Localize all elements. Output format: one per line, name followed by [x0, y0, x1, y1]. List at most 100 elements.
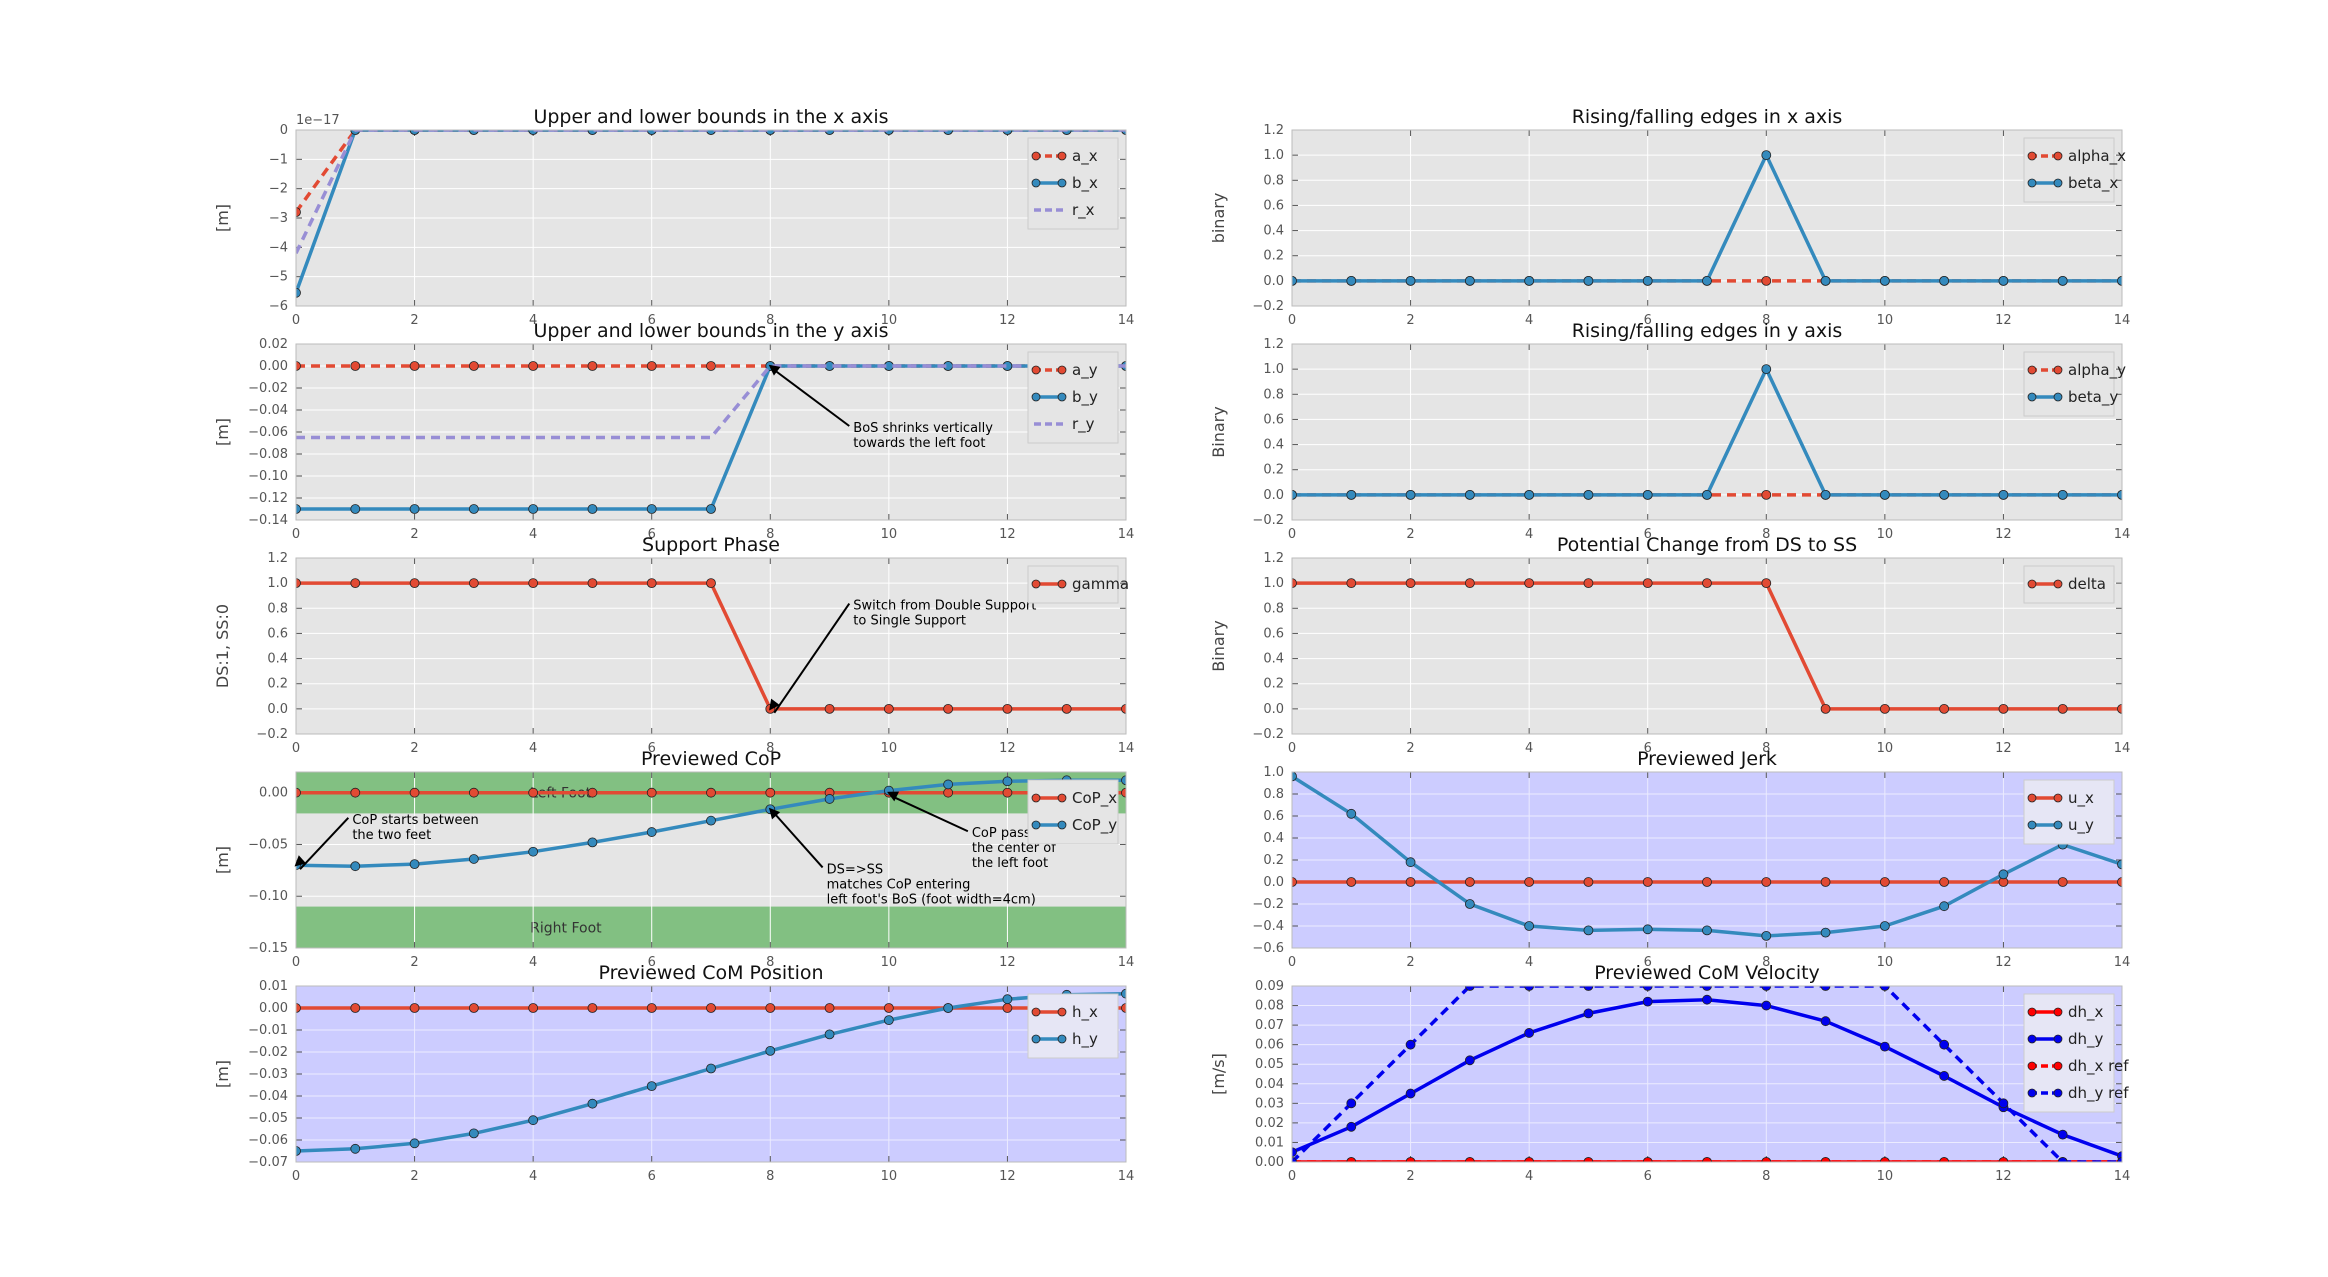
plot-frame — [295, 129, 1127, 307]
x-tick-label: 8 — [766, 1169, 774, 1184]
legend: delta — [2023, 565, 2115, 604]
plot-area — [1292, 364, 2122, 500]
legend-label: beta_x — [2068, 174, 2118, 193]
y-tick-label: 1.0 — [1263, 362, 1284, 377]
data-point — [1939, 275, 1950, 286]
data-point — [1002, 994, 1013, 1005]
annotation-text: BoS shrinks vertically towards the left f… — [853, 421, 993, 451]
data-point — [1998, 869, 2009, 880]
y-tick-label: 0.2 — [1263, 853, 1284, 868]
x-tick-label: 12 — [999, 313, 1016, 328]
x-tick-label: 6 — [1644, 313, 1652, 328]
data-point — [528, 361, 539, 371]
x-tick-label: 4 — [1525, 527, 1533, 542]
x-tick-label: 12 — [1995, 955, 2012, 970]
x-tick-label: 4 — [529, 741, 537, 756]
data-point — [706, 787, 716, 798]
data-point — [409, 504, 420, 514]
data-point — [1702, 925, 1712, 936]
chart-title: Upper and lower bounds in the y axis — [533, 320, 888, 342]
legend-marker — [2027, 820, 2037, 830]
legend: u_x u_y — [2023, 779, 2115, 845]
y-tick-label: −3 — [269, 211, 288, 226]
legend-marker — [1057, 579, 1067, 589]
y-tick-label: 0.4 — [267, 652, 288, 667]
y-tick-label: 0.6 — [1263, 626, 1284, 641]
y-tick-label: 0.6 — [267, 626, 288, 641]
legend-label: dh_x — [2068, 1003, 2104, 1022]
y-tick-label: −0.2 — [256, 727, 288, 742]
y-tick-label: 0 — [280, 123, 288, 138]
data-point — [468, 854, 479, 864]
data-point — [1121, 1003, 1126, 1013]
legend: CoP_x CoP_y — [1027, 779, 1119, 845]
data-point — [824, 1003, 835, 1013]
annotation-line: the center of — [972, 841, 1056, 856]
data-point — [1524, 986, 1535, 991]
plot-area — [1292, 986, 2122, 1162]
x-tick-label: 8 — [766, 313, 774, 328]
data-point — [1524, 1028, 1535, 1038]
data-point — [1820, 927, 1831, 938]
y-tick-label: 0.06 — [1255, 1038, 1284, 1053]
chart-title: Rising/falling edges in x axis — [1572, 106, 1843, 128]
legend: h_x h_y — [1027, 993, 1119, 1059]
annotation-line: BoS shrinks vertically — [853, 421, 993, 436]
x-tick-label: 8 — [1762, 1169, 1770, 1184]
legend-marker — [1031, 392, 1041, 402]
legend: a_y b_y r_y — [1027, 351, 1119, 444]
chart-3: 0 2 4 6 8 10 12 14 −0.2 0.0 0.2 0.4 0.6 0.8 1.0 1.2 Supp… — [213, 534, 1134, 756]
y-tick-label: −0.02 — [248, 381, 288, 396]
y-tick-label: 0.02 — [1255, 1116, 1284, 1131]
y-tick-label: −0.06 — [248, 425, 288, 440]
y-tick-label: 1.2 — [1263, 337, 1284, 352]
data-point — [1820, 986, 1831, 991]
x-tick-label: 10 — [1877, 1169, 1894, 1184]
y-tick-label: 0.01 — [1255, 1135, 1284, 1150]
x-tick-label: 12 — [1995, 741, 2012, 756]
x-tick-label: 6 — [648, 955, 656, 970]
y-tick-label: 0.0 — [1263, 875, 1284, 890]
annotation-arrow — [773, 369, 850, 427]
y-tick-label: 0.8 — [267, 601, 288, 616]
data-point — [2117, 275, 2122, 286]
data-point — [2057, 1157, 2068, 1162]
data-point — [1761, 1000, 1772, 1011]
x-tick-label: 14 — [1118, 955, 1135, 970]
data-point — [1061, 703, 1072, 714]
data-point — [1702, 994, 1712, 1005]
plot-area — [296, 988, 1126, 1156]
data-point — [1879, 275, 1890, 286]
data-point — [350, 578, 361, 589]
annotation-text: Switch from Double Support to Single Supp… — [853, 599, 1036, 629]
data-point — [1464, 489, 1475, 500]
y-tick-label: 1.0 — [267, 576, 288, 591]
data-point — [1820, 877, 1831, 887]
legend-marker — [2053, 1088, 2063, 1098]
y-tick-label: 1.0 — [1263, 148, 1284, 163]
plot-area — [296, 578, 1126, 714]
x-tick-label: 10 — [1877, 955, 1894, 970]
y-axis-label: Binary — [1209, 406, 1228, 457]
data-point — [2117, 859, 2122, 870]
legend-marker — [2027, 178, 2037, 188]
y-tick-label: 0.07 — [1255, 1018, 1284, 1033]
data-point — [1702, 578, 1712, 589]
y-tick-label: −0.03 — [248, 1067, 288, 1082]
x-tick-label: 0 — [1288, 741, 1296, 756]
data-point — [587, 837, 598, 848]
legend-label: a_y — [1072, 361, 1098, 380]
legend-label: r_y — [1072, 415, 1095, 434]
legend-label: b_y — [1072, 388, 1098, 407]
data-point — [1761, 986, 1772, 991]
legend-label: dh_y — [2068, 1030, 2104, 1049]
data-point — [1761, 578, 1772, 589]
x-tick-label: 0 — [1288, 955, 1296, 970]
annotation-text: CoP starts between the two feet — [352, 813, 478, 843]
legend-marker — [2027, 793, 2037, 803]
data-point — [1524, 275, 1535, 286]
legend-marker — [1031, 820, 1041, 830]
x-tick-label: 6 — [648, 1169, 656, 1184]
x-tick-label: 2 — [410, 313, 418, 328]
